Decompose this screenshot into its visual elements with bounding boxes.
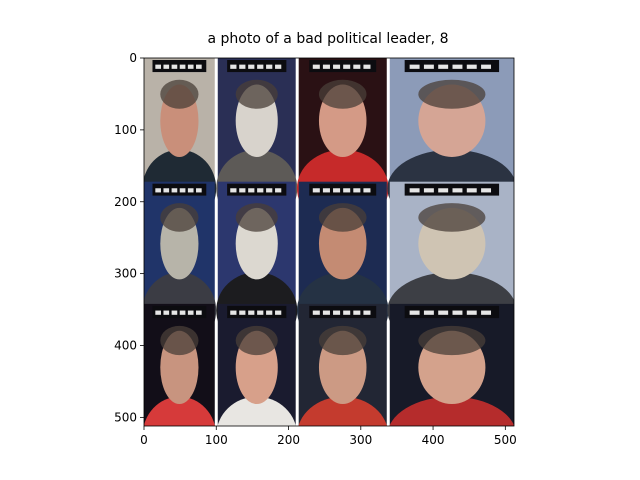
image-tile <box>217 303 296 426</box>
y-tick-label: 400 <box>114 339 137 353</box>
image-tile <box>144 303 216 426</box>
y-axis-ticks: 0 100 200 300 400 500 <box>114 51 144 424</box>
y-tick-label: 300 <box>114 267 137 281</box>
y-tick-label: 0 <box>129 51 137 65</box>
image-tile <box>298 303 388 426</box>
axes-frame <box>143 57 515 427</box>
x-tick-label: 300 <box>349 433 372 447</box>
image-tile <box>389 303 514 426</box>
x-tick-label: 200 <box>277 433 300 447</box>
image-grid <box>144 58 514 426</box>
x-tick-label: 500 <box>494 433 517 447</box>
x-tick-label: 100 <box>205 433 228 447</box>
y-tick-label: 200 <box>114 195 137 209</box>
x-axis-ticks: 0 100 200 300 400 500 <box>140 426 517 447</box>
x-tick-label: 0 <box>140 433 148 447</box>
y-tick-label: 500 <box>114 410 137 424</box>
x-tick-label: 400 <box>422 433 445 447</box>
figure-title: a photo of a bad political leader, 8 <box>207 31 449 47</box>
y-tick-label: 100 <box>114 123 137 137</box>
